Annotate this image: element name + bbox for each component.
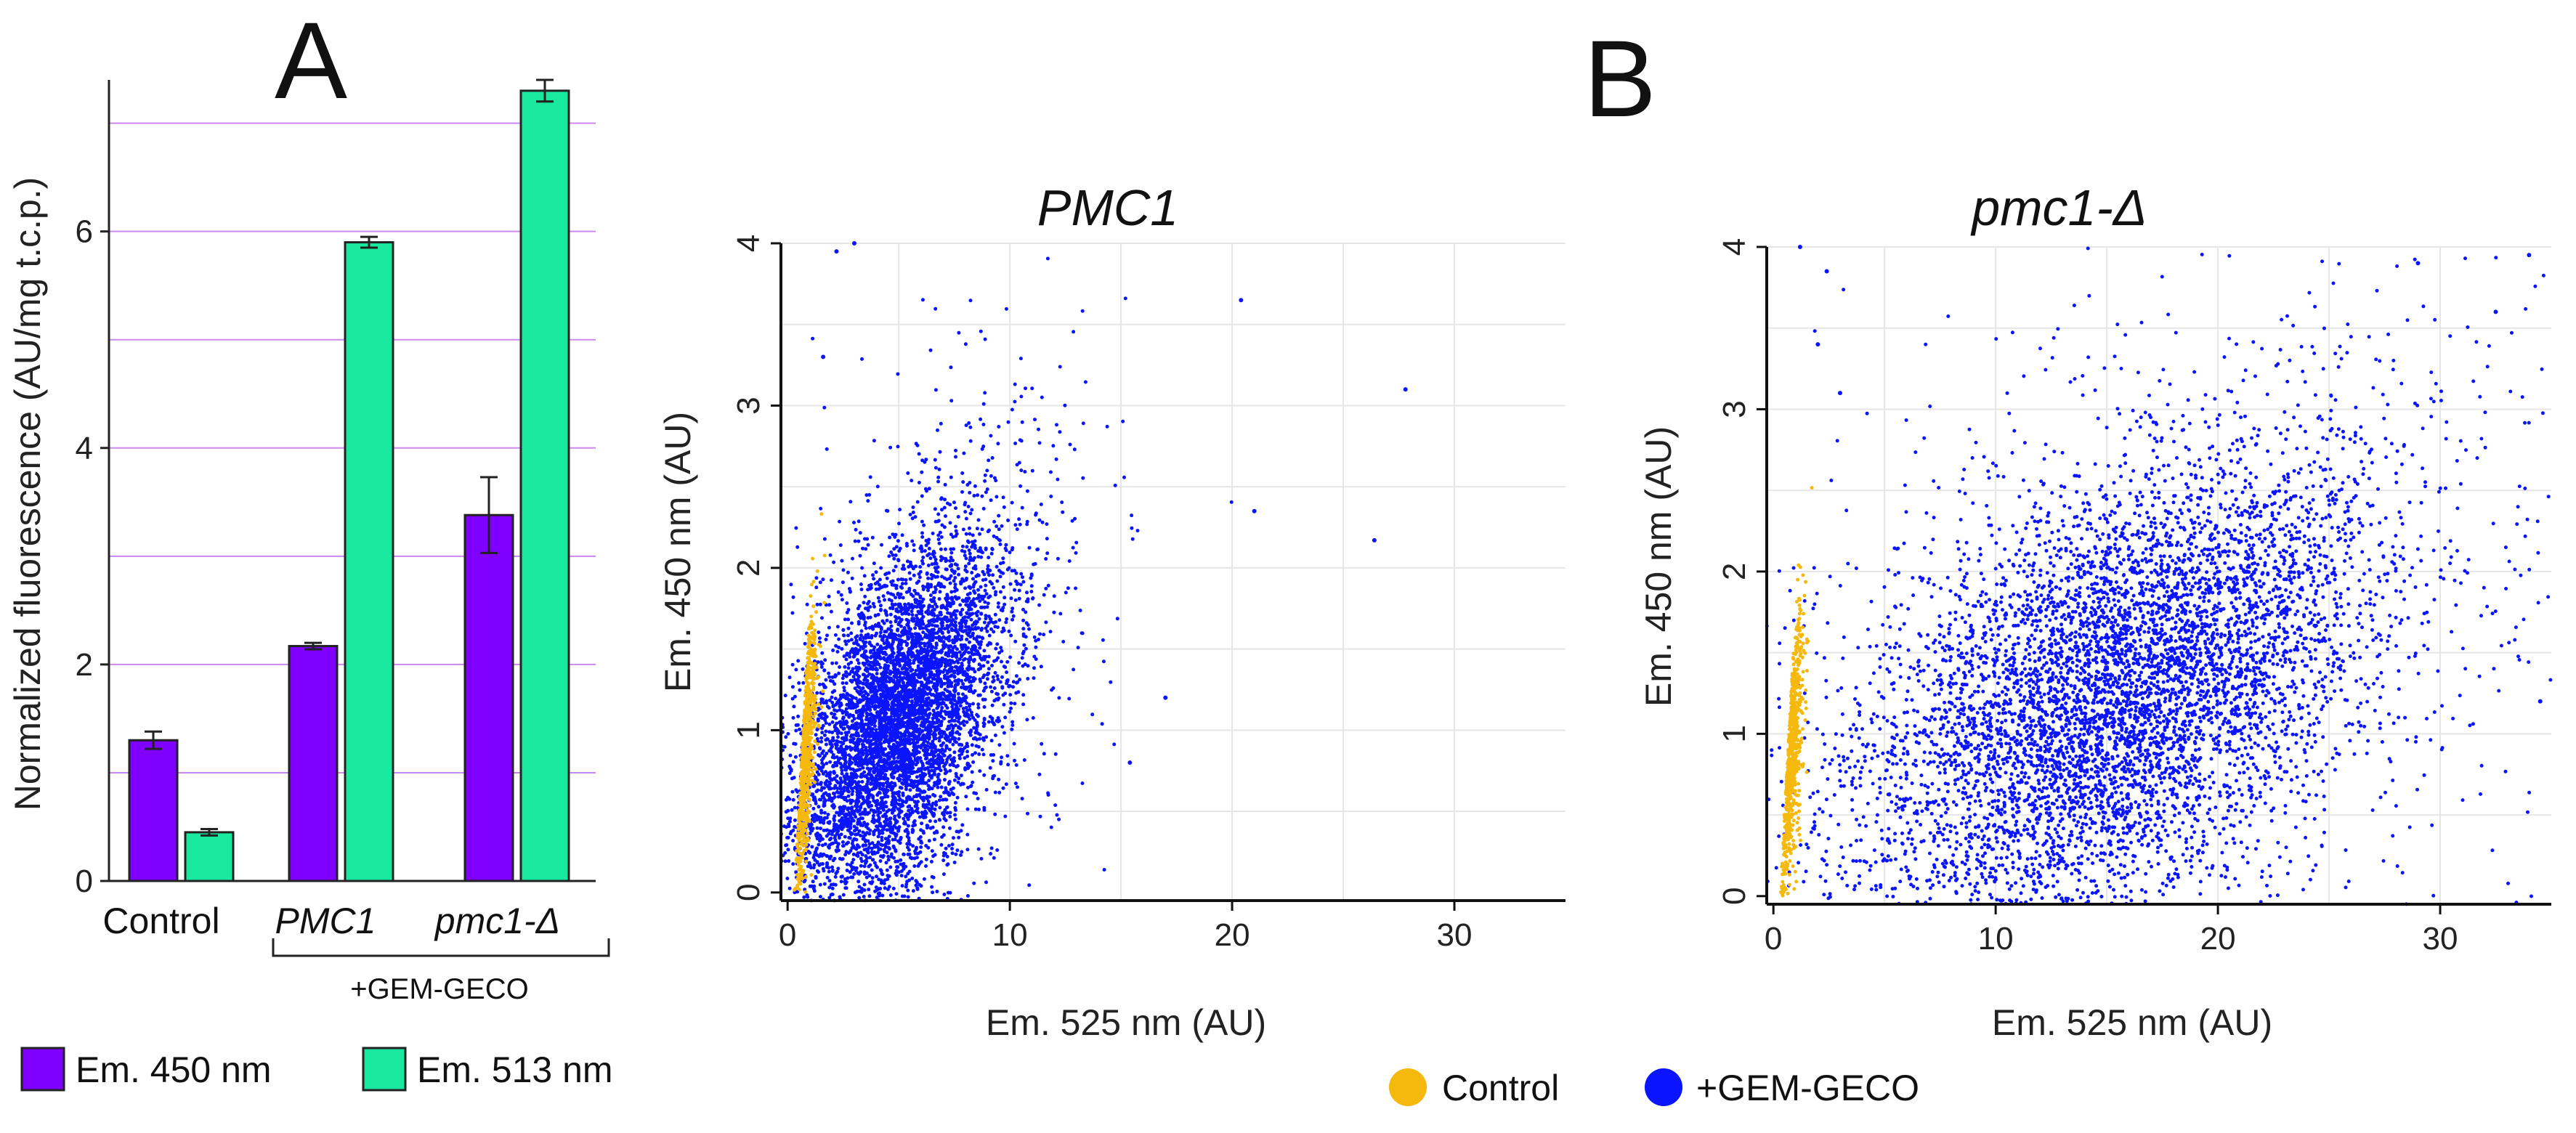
scatter-series-control [1779, 486, 1814, 898]
group-label: +GEM-GECO [350, 973, 529, 1005]
scatter-y-tick-label: 2 [1717, 563, 1752, 580]
scatter-y-tick-label: 4 [731, 235, 766, 252]
scatter-series-gemgeco [779, 256, 1234, 903]
category-label-control: Control [102, 901, 219, 941]
scatter-pmc1-ticks: 0 10 20 30 0 1 2 3 4 [731, 235, 1473, 953]
scatter-outlier-point [2537, 699, 2543, 704]
bar-y-tick-label: 6 [76, 214, 93, 250]
scatter-pmc1-y-title: Em. 450 nm (AU) [657, 412, 698, 692]
bar-chart: 0 2 4 6 Normalized fluorescence (AU/mg t.c.… [7, 78, 610, 1005]
bar [184, 831, 235, 882]
bar-y-tick-label: 2 [76, 647, 93, 683]
scatter-outlier-point [821, 354, 826, 360]
category-label-pmc1: PMC1 [275, 901, 376, 941]
scatter-y-tick-label: 3 [731, 397, 766, 414]
legend-label-em513: Em. 513 nm [417, 1049, 613, 1090]
scatter-y-tick-label: 1 [731, 721, 766, 739]
scatter-outlier-point [2415, 261, 2421, 266]
scatter-pmc1-points [779, 241, 1408, 903]
scatter-pmc1-frame [781, 243, 1566, 901]
scatter-outlier-point [1837, 391, 1842, 396]
bar-y-tick-label: 0 [76, 864, 93, 899]
scatter-pmc1-delta-x-title: Em. 525 nm (AU) [1992, 1002, 2272, 1043]
scatter-x-tick-label: 30 [1437, 917, 1473, 953]
scatter-outlier-point [1127, 760, 1133, 766]
scatter-outlier-point [1797, 245, 1802, 249]
bar [288, 645, 339, 882]
scatter-y-tick-label: 2 [731, 559, 766, 577]
scatter-y-tick-label: 3 [1717, 400, 1752, 418]
legend-label-gemgeco: +GEM-GECO [1696, 1068, 1919, 1108]
scatter-pmc1-x-title: Em. 525 nm (AU) [986, 1002, 1266, 1043]
legend-b: Control +GEM-GECO [1389, 1068, 1919, 1108]
scatter-series-gemgeco [1765, 246, 2553, 906]
scatter-outlier-point [2527, 253, 2532, 258]
scatter-x-tick-label: 10 [1978, 921, 2014, 957]
legend-a: Em. 450 nm Em. 513 nm [20, 1047, 613, 1092]
scatter-x-tick-label: 20 [2200, 921, 2236, 957]
scatter-pmc1-delta: 0 10 20 30 0 1 2 3 4 pmc1-Δ Em. 525 nm (AU) Em. … [1638, 179, 2553, 1043]
scatter-y-tick-label: 1 [1717, 725, 1752, 742]
bar-y-ticks: 0 2 4 6 [76, 214, 109, 899]
scatter-y-tick-label: 0 [731, 884, 766, 901]
legend-swatch-em513 [362, 1047, 407, 1092]
bar-y-axis-title: Normalized fluorescence (AU/mg t.c.p.) [7, 177, 48, 811]
scatter-outlier-point [1239, 298, 1244, 303]
scatter-outlier-point [1815, 342, 1820, 347]
scatter-y-tick-label: 4 [1717, 238, 1752, 256]
scatter-pmc1-title: PMC1 [1037, 179, 1178, 236]
scatter-x-tick-label: 30 [2423, 921, 2458, 957]
legend-label-control: Control [1442, 1068, 1559, 1108]
scatter-outlier-point [834, 249, 839, 254]
scatter-pmc1-delta-points [1765, 245, 2553, 906]
bar [519, 89, 570, 882]
scatter-outlier-point [1824, 269, 1829, 274]
scatter-pmc1: 0 10 20 30 0 1 2 3 4 PMC1 Em. 525 nm (AU) Em. 45… [657, 179, 1566, 1043]
scatter-pmc1-delta-y-title: Em. 450 nm (AU) [1638, 426, 1679, 707]
scatter-outlier-point [1252, 508, 1257, 513]
bar-y-tick-label: 4 [76, 431, 93, 466]
bar [128, 739, 179, 882]
scatter-outlier-point [1163, 695, 1168, 700]
legend-swatch-em450 [20, 1047, 65, 1092]
category-label-pmc1-delta: pmc1-Δ [434, 901, 560, 941]
legend-marker-control [1389, 1068, 1427, 1106]
legend-label-em450: Em. 450 nm [76, 1049, 272, 1090]
scatter-y-tick-label: 0 [1717, 888, 1752, 905]
scatter-pmc1-delta-title: pmc1-Δ [1970, 179, 2147, 236]
scatter-series-control [793, 512, 827, 894]
bar [463, 513, 514, 882]
scatter-outlier-point [2493, 309, 2498, 314]
bar-series [128, 78, 570, 882]
group-bracket [272, 938, 610, 957]
bar [344, 241, 394, 882]
scatter-outlier-point [1403, 387, 1408, 392]
scatter-x-tick-label: 20 [1215, 917, 1250, 953]
legend-marker-gemgeco [1645, 1068, 1682, 1106]
scatter-x-tick-label: 0 [1765, 921, 1782, 957]
scatter-x-tick-label: 10 [992, 917, 1028, 953]
panel-letter-a: A [275, 0, 347, 121]
scatter-pmc1-delta-ticks: 0 10 20 30 0 1 2 3 4 [1717, 238, 2458, 957]
scatter-x-tick-label: 0 [779, 917, 796, 953]
scatter-outlier-point [1372, 537, 1377, 543]
panel-letter-b: B [1584, 17, 1656, 139]
scatter-outlier-point [851, 241, 856, 245]
